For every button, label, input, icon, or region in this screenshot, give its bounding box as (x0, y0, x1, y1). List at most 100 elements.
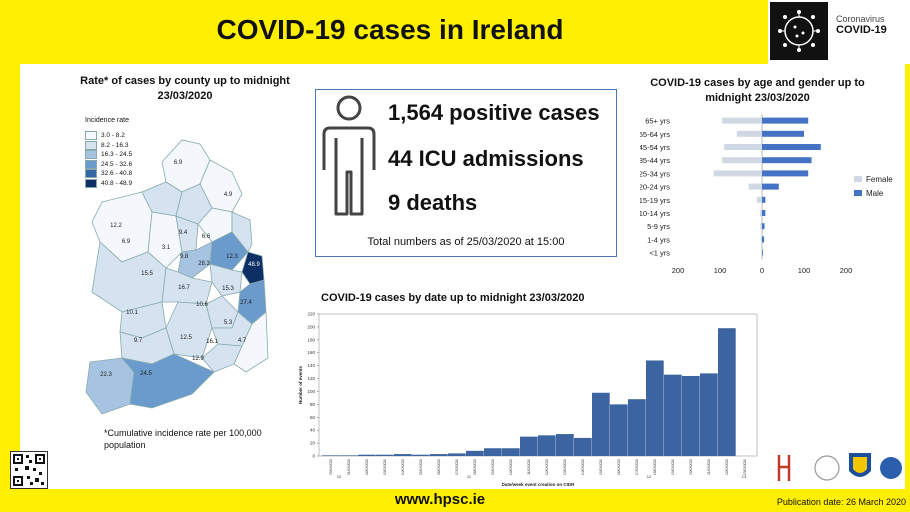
date-bar (394, 454, 412, 456)
date-x-tick: 07/03/2020 (455, 459, 459, 475)
date-x-tick: 21/03/2020 (707, 459, 711, 475)
county-rate-label: 15.3 (222, 286, 234, 292)
male-bar (762, 249, 763, 256)
date-bar (538, 435, 556, 456)
date-x-tick: 04/03/2020 (401, 459, 405, 475)
date-bar (574, 437, 592, 456)
publication-date: Publication date: 26 March 2020 (776, 497, 906, 507)
county-rate-label: 5.3 (224, 320, 233, 326)
legend-item: 16.3 - 24.5 (85, 150, 133, 159)
female-bar (736, 130, 762, 137)
date-bar (358, 454, 376, 456)
legend-label: 24.5 - 32.6 (101, 160, 133, 168)
legend-swatch (85, 140, 97, 150)
date-x-tick: 08/03/2020 (473, 459, 477, 475)
county-labels: 6.9 4.9 12.2 9.4 6.6 6.9 3.1 9.8 28.3 12.3 15.5 16.… (100, 160, 260, 378)
date-x-tick: 29/02/2020 (329, 459, 333, 475)
date-x-tick: 06/03/2020 (437, 459, 441, 475)
date-x-tick: 05/03/2020 (419, 459, 423, 475)
logo-line1: Coronavirus (836, 14, 885, 24)
week-label: 12 (647, 474, 652, 479)
county-rate-label: 16.1 (206, 339, 218, 345)
date-x-tick: 22/03/2020 (725, 459, 729, 475)
legend-item: 24.5 - 32.6 (85, 159, 133, 169)
legend-label: 16.3 - 24.5 (101, 151, 133, 159)
county-rate-label: 27.4 (240, 300, 252, 306)
county-roscommon (147, 211, 183, 269)
age-category-label: 65+ yrs (645, 117, 670, 126)
female-bar (722, 117, 762, 124)
date-x-tick: 01/03/2020 (347, 459, 351, 475)
female-bar (713, 170, 762, 177)
right-border (905, 64, 910, 489)
county-rate-label: 12.2 (110, 223, 122, 229)
map-title: Rate* of cases by county up to midnight … (80, 75, 290, 102)
male-bar (762, 157, 812, 164)
age-chart-title: COVID-19 cases by age and gender up to m… (650, 77, 865, 104)
stat-deaths: 9 deaths (388, 190, 478, 215)
legend-label: 40.8 - 48.9 (101, 179, 133, 187)
date-y-tick: 40 (310, 428, 316, 433)
partner-logos (777, 453, 902, 481)
stats-note: Total numbers as of 25/03/2020 at 15:00 (367, 236, 565, 248)
week-label: 10 (337, 474, 342, 479)
page-title: COVID-19 cases in Ireland (216, 14, 564, 45)
age-category-label: 35-44 yrs (640, 156, 670, 165)
legend-label: 3.0 - 8.2 (101, 132, 125, 140)
county-rate-label: 6.6 (202, 234, 211, 240)
hse-logo-icon (777, 455, 791, 481)
date-x-tick: 12/03/2020 (545, 459, 549, 475)
male-bar (762, 144, 821, 150)
date-y-tick: 20 (310, 441, 316, 446)
county-rate-label: 9.8 (180, 254, 189, 260)
age-legend-swatch (854, 176, 862, 182)
county-rate-label: 24.5 (140, 371, 152, 377)
county-rate-label: 10.6 (196, 302, 208, 308)
date-y-tick: 180 (307, 337, 315, 342)
male-bar (762, 170, 809, 177)
male-bar (762, 236, 765, 243)
male-bar (762, 117, 809, 124)
date-x-tick: 02/03/2020 (365, 459, 369, 475)
date-y-tick: 160 (307, 350, 315, 355)
date-bar (502, 448, 520, 456)
female-bar (722, 157, 762, 164)
person-icon (322, 95, 376, 216)
county-dublin (241, 251, 265, 285)
age-x-tick: 200 (840, 266, 853, 275)
legend-title: Incidence rate (85, 117, 129, 124)
date-x-tick: 15/03/2020 (599, 459, 603, 475)
date-y-tick: 220 (307, 312, 315, 317)
date-bar (322, 455, 340, 456)
age-legend-label: Male (866, 189, 884, 198)
female-bar (724, 144, 762, 150)
week-label: 13 (742, 474, 747, 479)
stat-positive-cases: 1,564 positive cases (388, 100, 600, 125)
date-bar (610, 404, 628, 456)
date-bar (520, 436, 538, 456)
date-y-tick: 80 (310, 402, 316, 407)
legend-item: 32.6 - 40.8 (85, 169, 133, 178)
county-cork (120, 353, 215, 409)
week-label: 11 (467, 474, 472, 479)
county-rate-label: 10.1 (126, 310, 138, 316)
date-bar (700, 373, 718, 456)
female-bar (760, 236, 762, 243)
logo-line2: COVID-19 (836, 24, 887, 36)
female-bar (760, 223, 762, 230)
date-x-tick: 17/03/2020 (635, 459, 639, 475)
age-legend-label: Female (866, 175, 893, 184)
male-bar (762, 183, 779, 190)
legend-item: 40.8 - 48.9 (85, 178, 133, 188)
date-x-tick: 10/03/2020 (509, 459, 513, 475)
date-y-tick: 60 (310, 415, 316, 420)
age-category-label: 45-54 yrs (640, 143, 670, 152)
legend-label: 32.6 - 40.8 (101, 170, 133, 178)
age-category-label: 10-14 yrs (640, 209, 670, 218)
male-bar (762, 223, 765, 230)
qr-code[interactable] (10, 451, 48, 489)
age-category-label: 25-34 yrs (640, 169, 670, 178)
date-bar (646, 360, 664, 456)
footer-url[interactable]: www.hpsc.ie (394, 491, 486, 508)
